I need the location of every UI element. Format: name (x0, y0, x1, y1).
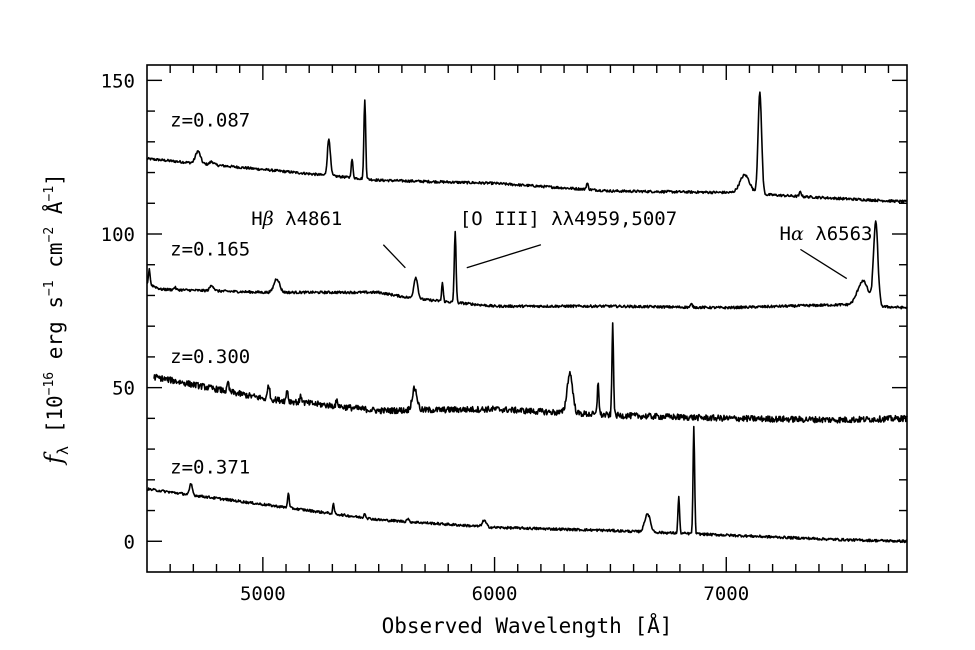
y-axis-exp2: −1 (42, 280, 57, 296)
x-tick-label: 6000 (472, 583, 518, 605)
y-axis-unit3: Å (41, 201, 67, 227)
spectrum-line-z-0-165 (146, 220, 908, 310)
y-axis-symbol-sub: λ (54, 446, 72, 455)
y-axis-unit1: erg s (43, 296, 67, 372)
redshift-label: z=0.087 (170, 109, 250, 131)
redshift-labels: z=0.087 z=0.165 z=0.300 z=0.371 (170, 109, 250, 478)
spectra-lines (146, 91, 908, 544)
redshift-label: z=0.300 (170, 346, 250, 368)
spectrum-line-z-0-371 (146, 425, 908, 544)
y-axis-close: ] (43, 173, 67, 186)
axis-tick-labels: 5000 6000 7000 0 50 100 150 (101, 70, 749, 605)
y-axis-exp4: −1 (42, 186, 57, 202)
plot-frame (146, 64, 908, 573)
x-axis-title: Observed Wavelength [Å] (382, 612, 673, 638)
y-axis-title: fλ [10−16 erg s−1 cm−2 Å−1] (40, 173, 72, 466)
redshift-label: z=0.371 (170, 457, 250, 479)
spectrum-line-z-0-087 (146, 91, 908, 204)
emission-line-annotations: Hβ λ4861 [O III] λλ4959,5007 Hα λ6563 (251, 208, 873, 280)
x-tick-label: 7000 (703, 583, 749, 605)
y-tick-label: 0 (124, 531, 135, 553)
annotation-label: Hβ λ4861 (251, 208, 342, 230)
axis-ticks (147, 65, 907, 572)
annotation-leader-line (382, 244, 406, 269)
y-axis-open: [10 (43, 395, 67, 446)
y-axis-unit2: cm (43, 242, 67, 280)
y-tick-label: 150 (101, 70, 135, 92)
annotation-label: [O III] λλ4959,5007 (460, 208, 677, 230)
annotation-leader-line (466, 244, 542, 269)
annotation-leader-line (800, 248, 848, 280)
x-tick-label: 5000 (240, 583, 286, 605)
y-tick-label: 100 (101, 224, 135, 246)
y-axis-exp3: −2 (42, 227, 57, 243)
redshift-label: z=0.165 (170, 239, 250, 261)
y-axis-exp1: −16 (42, 372, 57, 395)
annotation-label: Hα λ6563 (780, 223, 873, 245)
spectrum-line-z-0-300 (153, 322, 908, 424)
y-tick-label: 50 (112, 378, 135, 400)
